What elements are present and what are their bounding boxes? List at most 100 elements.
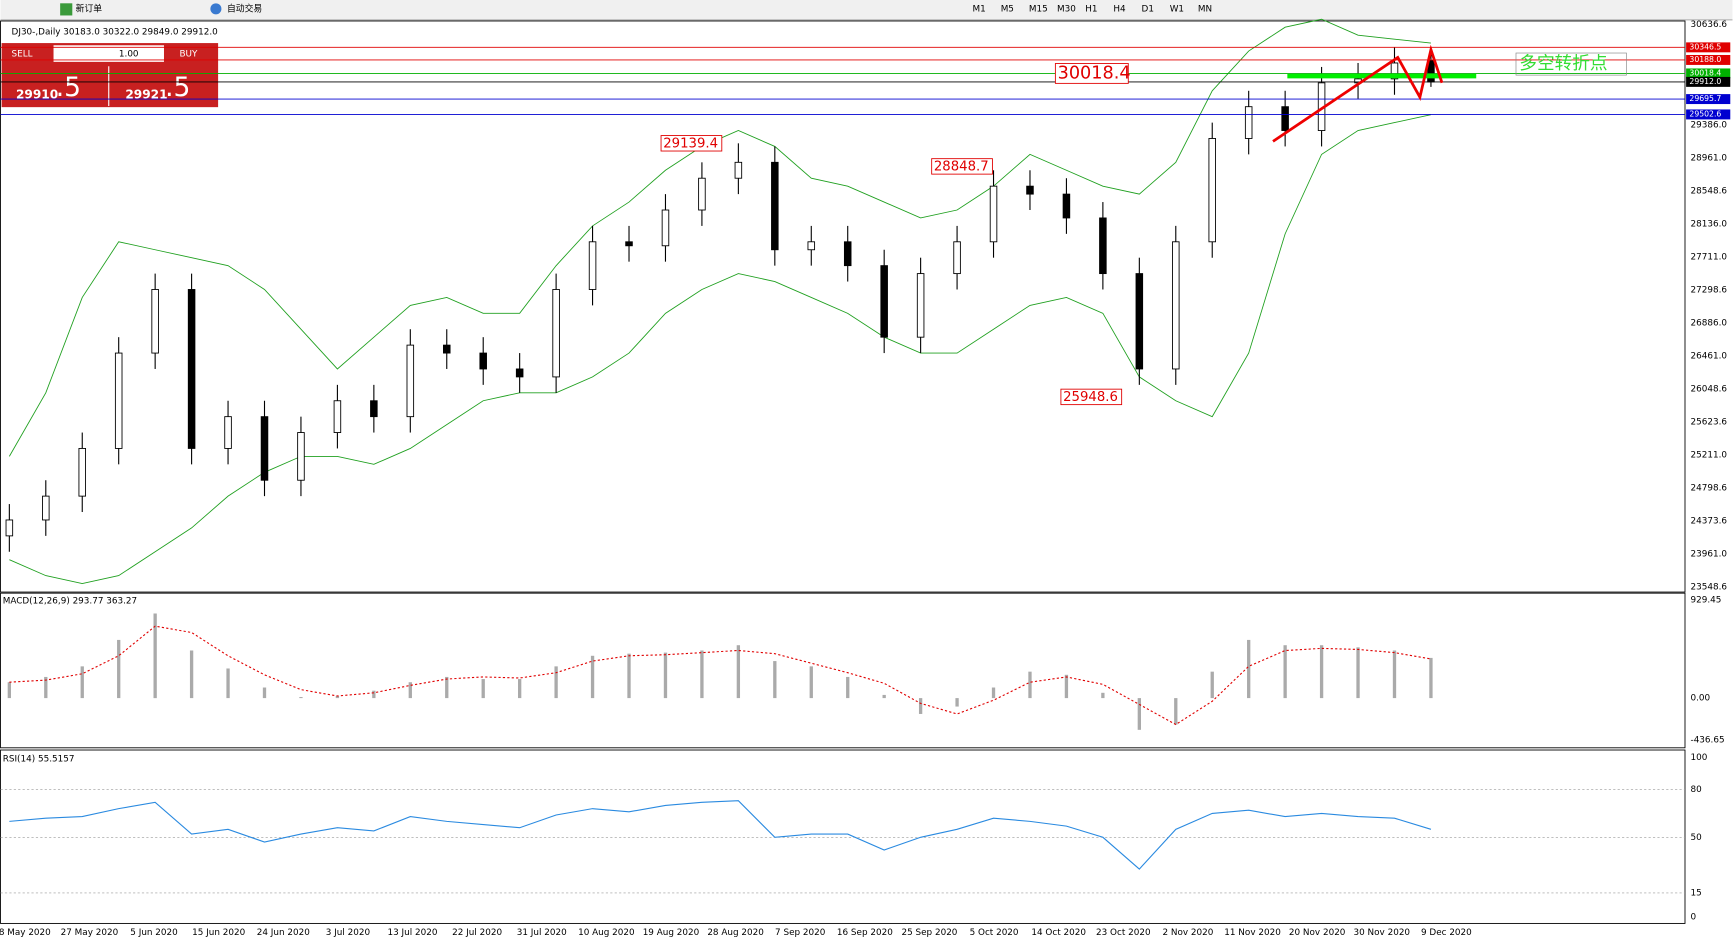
date-label: 24 Jun 2020: [257, 928, 310, 938]
candle-body: [1026, 185, 1034, 195]
rsi-tick: 50: [1691, 833, 1703, 843]
price-tick: 26048.6: [1691, 385, 1728, 395]
date-label: 28 Aug 2020: [707, 928, 764, 938]
candle-body: [333, 400, 342, 433]
sell-label[interactable]: SELL: [12, 50, 33, 60]
sell-pip[interactable]: .5: [56, 72, 81, 103]
price-tick: 25623.6: [1691, 418, 1728, 428]
candle-body: [370, 400, 378, 418]
macd-signal: [9, 625, 1432, 726]
date-label: 27 May 2020: [61, 928, 119, 938]
order-panel: SELL 1.00 BUY 29910 .5 29921 .5: [1, 43, 219, 108]
timeframe[interactable]: H1: [1085, 4, 1097, 14]
candle-body: [78, 447, 87, 497]
candle-body: [187, 289, 196, 449]
rsi-tick: 80: [1691, 785, 1703, 795]
auto-trading-icon[interactable]: [210, 3, 222, 15]
date-label: 8 May 2020: [0, 928, 51, 938]
bollinger-band: [9, 114, 1432, 585]
candle-body: [1208, 138, 1216, 243]
date-label: 16 Sep 2020: [837, 928, 893, 938]
date-label: 3 Jul 2020: [326, 928, 371, 938]
candle-body: [406, 344, 415, 418]
level-label: 29912.0: [1689, 77, 1721, 86]
price-tick: 26461.0: [1691, 352, 1728, 362]
candle-body: [479, 352, 487, 370]
buy-label[interactable]: BUY: [179, 50, 198, 60]
level-label: 29502.6: [1689, 109, 1721, 118]
price-tick: 28548.6: [1691, 186, 1728, 196]
timeframe[interactable]: MN: [1198, 4, 1212, 14]
date-label: 10 Aug 2020: [578, 928, 635, 938]
price-tick: 23548.6: [1691, 583, 1728, 593]
rsi-tick: 0: [1691, 912, 1697, 922]
timeframe[interactable]: D1: [1142, 4, 1154, 14]
candle-body: [843, 241, 852, 267]
candle-body: [588, 241, 597, 290]
date-label: 11 Nov 2020: [1224, 928, 1281, 938]
timeframe[interactable]: M1: [973, 4, 986, 14]
note: 多空转折点: [1519, 53, 1607, 74]
candle-body: [515, 368, 524, 378]
timeframe[interactable]: M15: [1029, 4, 1048, 14]
price-tick: 28961.0: [1691, 153, 1728, 163]
candle-body: [661, 209, 670, 247]
candle-body: [443, 344, 451, 354]
price-tick: 27711.0: [1691, 252, 1728, 262]
new-order[interactable]: 新订单: [76, 2, 103, 14]
date-label: 2 Nov 2020: [1162, 928, 1213, 938]
candle-body: [734, 161, 743, 179]
buy-price[interactable]: 29921: [125, 87, 167, 101]
timeframe[interactable]: H4: [1113, 4, 1126, 14]
rsi-tick: 100: [1691, 753, 1708, 763]
candle-body: [1099, 217, 1107, 275]
macd-tick: 0.00: [1691, 694, 1711, 704]
price-tick: 27298.6: [1691, 285, 1728, 295]
candle-body: [151, 289, 159, 354]
date-label: 23 Oct 2020: [1096, 928, 1151, 938]
lot-size[interactable]: 1.00: [119, 50, 139, 60]
price-tick: 25211.0: [1691, 451, 1728, 461]
chart-header: DJ30-,Daily 30183.0 30322.0 29849.0 2991…: [12, 28, 219, 38]
annotation-box: [1060, 388, 1123, 406]
candle-body: [260, 416, 269, 481]
price-tick: 30636.6: [1691, 20, 1728, 30]
sell-button[interactable]: [3, 45, 51, 62]
candle-body: [1244, 106, 1253, 139]
new-order-icon[interactable]: [60, 3, 73, 16]
candle-body: [1172, 241, 1180, 370]
date-label: 19 Aug 2020: [643, 928, 700, 938]
timeframe[interactable]: M30: [1057, 4, 1076, 14]
timeframe[interactable]: W1: [1170, 4, 1184, 14]
trend-arrow: [1272, 44, 1444, 143]
rsi-tick: 15: [1691, 888, 1702, 898]
level-tag: [1686, 54, 1731, 65]
date-label: 5 Jun 2020: [130, 928, 178, 938]
candle-body: [771, 161, 779, 251]
date-label: 13 Jul 2020: [388, 928, 438, 938]
candle-body: [1062, 193, 1071, 219]
candle-body: [953, 241, 961, 275]
price-tick: 29386.0: [1691, 120, 1728, 130]
candle-body: [807, 241, 816, 251]
auto-trading[interactable]: 自动交易: [227, 2, 262, 14]
date-label: 22 Jul 2020: [452, 928, 502, 938]
note-box: [1515, 52, 1627, 76]
date-label: 30 Nov 2020: [1354, 928, 1411, 938]
annotation: 25948.6: [1063, 390, 1118, 405]
bollinger-band: [8, 18, 1431, 457]
date-label: 14 Oct 2020: [1031, 928, 1086, 938]
candle-body: [698, 177, 706, 211]
date-label: 7 Sep 2020: [775, 928, 826, 938]
price-tick: 24798.6: [1691, 484, 1728, 494]
buy-pip[interactable]: .5: [165, 72, 190, 103]
level-tag: [1686, 68, 1731, 79]
date-label: 31 Jul 2020: [517, 928, 567, 938]
rsi-label: RSI(14) 55.5157: [3, 754, 75, 764]
candle-body: [916, 273, 925, 338]
level-tag: [1686, 109, 1731, 120]
level-tag: [1686, 42, 1731, 53]
sell-price[interactable]: 29910: [16, 87, 58, 101]
level-label: 30346.5: [1689, 42, 1721, 51]
timeframe[interactable]: M5: [1001, 4, 1014, 14]
